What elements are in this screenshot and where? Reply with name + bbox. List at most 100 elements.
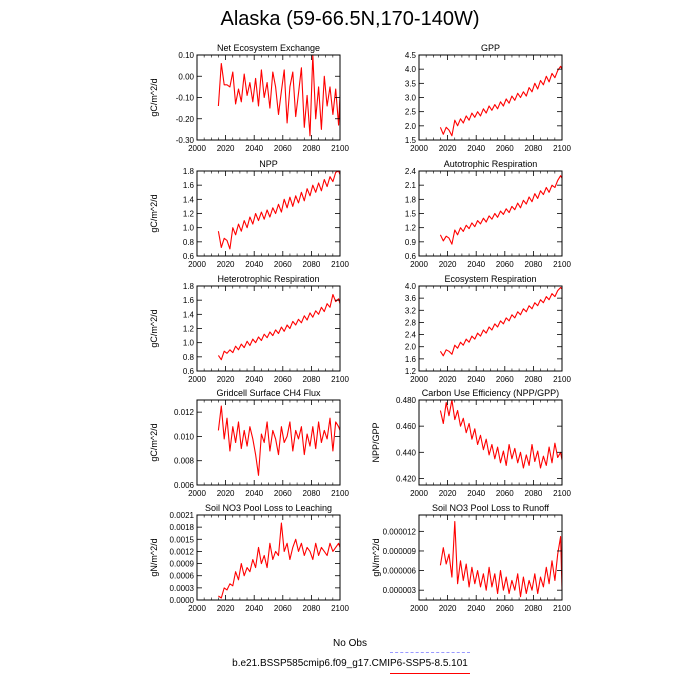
x-tick-label: 2100 [553, 260, 571, 269]
x-tick-label: 2000 [188, 489, 206, 498]
panel-title: NPP [259, 159, 278, 169]
y-tick-label: 1.0 [183, 339, 195, 348]
x-tick-label: 2060 [496, 144, 514, 153]
x-tick-label: 2100 [331, 260, 349, 269]
y-tick-label: 0.008 [174, 457, 195, 466]
x-tick-label: 2040 [467, 260, 485, 269]
panel-title: Soil NO3 Pool Loss to Runoff [432, 503, 549, 513]
y-tick-label: 0.000003 [383, 586, 417, 595]
x-tick-label: 2040 [245, 260, 263, 269]
y-tick-label: 1.4 [183, 310, 195, 319]
y-tick-label: 0.006 [174, 481, 195, 490]
panel-title: Autotrophic Respiration [444, 159, 538, 169]
y-tick-label: 1.6 [183, 181, 195, 190]
y-tick-label: 0.8 [183, 238, 195, 247]
panel-title: GPP [481, 43, 500, 53]
panel-6: Gridcell Surface CH4 Flux gC/m^2/d 2000 202… [149, 388, 349, 498]
y-tick-label: 0.0018 [170, 523, 195, 532]
legend-obs-line [390, 652, 470, 653]
plot-frame [196, 285, 341, 372]
x-tick-label: 2080 [525, 260, 543, 269]
y-axis-label: gN/m^2/d [149, 538, 159, 576]
panel-8: Soil NO3 Pool Loss to Leaching gN/m^2/d 20… [149, 503, 349, 613]
y-tick-label: 3.6 [405, 294, 417, 303]
x-tick-label: 2020 [217, 604, 235, 613]
y-tick-label: 0.0021 [170, 511, 195, 520]
panel-title: Soil NO3 Pool Loss to Leaching [205, 503, 332, 513]
y-tick-label: 0.012 [174, 408, 195, 417]
y-tick-label: 1.5 [405, 210, 417, 219]
y-tick-label: 3.2 [405, 306, 417, 315]
x-tick-label: 2040 [467, 375, 485, 384]
panel-9: Soil NO3 Pool Loss to Runoff gN/m^2/d 2000… [371, 503, 571, 613]
series-line [439, 65, 563, 137]
series-line [217, 54, 341, 137]
x-tick-label: 2100 [331, 489, 349, 498]
x-tick-label: 2000 [410, 260, 428, 269]
series-line [217, 405, 341, 476]
x-tick-label: 2100 [553, 604, 571, 613]
x-tick-label: 2000 [188, 375, 206, 384]
y-tick-label: 1.2 [183, 210, 195, 219]
plot-frame [418, 170, 563, 257]
y-tick-label: -0.20 [176, 115, 195, 124]
x-tick-label: 2020 [217, 144, 235, 153]
x-tick-label: 2080 [525, 144, 543, 153]
x-tick-label: 2000 [410, 489, 428, 498]
x-tick-label: 2060 [496, 489, 514, 498]
y-tick-label: 1.8 [183, 167, 195, 176]
x-tick-label: 2100 [331, 604, 349, 613]
x-tick-label: 2080 [525, 375, 543, 384]
figure-title: Alaska (59-66.5N,170-140W) [220, 8, 480, 30]
y-tick-label: 1.6 [183, 296, 195, 305]
x-tick-label: 2040 [245, 375, 263, 384]
y-axis-label: gN/m^2/d [371, 538, 381, 576]
legend-obs-label: No Obs [333, 638, 367, 649]
x-tick-label: 2100 [331, 375, 349, 384]
y-tick-label: 2.1 [405, 181, 417, 190]
panel-7: Carbon Use Efficiency (NPP/GPP) NPP/GPP 20… [371, 388, 571, 498]
panel-5: Ecosystem Respiration 2000 2020 2040 2060 208… [405, 274, 572, 384]
y-tick-label: 2.0 [405, 343, 417, 352]
series-line [439, 399, 563, 469]
y-tick-label: 1.2 [405, 367, 417, 376]
x-tick-label: 2040 [245, 144, 263, 153]
y-tick-label: 4.0 [405, 282, 417, 291]
y-tick-label: -0.30 [176, 136, 195, 145]
x-tick-label: 2020 [217, 375, 235, 384]
y-tick-label: 1.4 [183, 195, 195, 204]
panel-title: Net Ecosystem Exchange [217, 43, 320, 53]
y-tick-label: 0.000006 [383, 567, 417, 576]
x-tick-label: 2020 [217, 489, 235, 498]
x-tick-label: 2000 [188, 144, 206, 153]
x-tick-label: 2000 [410, 375, 428, 384]
y-tick-label: 1.8 [183, 282, 195, 291]
y-tick-label: 0.6 [183, 367, 195, 376]
x-tick-label: 2060 [496, 604, 514, 613]
y-axis-label: gC/m^2/d [149, 194, 159, 232]
series-line [217, 170, 341, 250]
y-tick-label: 0.8 [183, 353, 195, 362]
y-tick-label: 1.0 [183, 224, 195, 233]
legend-case-label: b.e21.BSSP585cmip6.f09_g17.CMIP6-SSP5-8.… [232, 658, 468, 669]
series-line [439, 175, 563, 245]
y-tick-label: 0.0009 [170, 560, 195, 569]
x-tick-label: 2020 [217, 260, 235, 269]
x-tick-label: 2000 [188, 604, 206, 613]
y-tick-label: 3.5 [405, 79, 417, 88]
y-tick-label: 4.5 [405, 51, 417, 60]
x-tick-label: 2000 [188, 260, 206, 269]
y-tick-label: 3.0 [405, 94, 417, 103]
panel-0: Net Ecosystem Exchange gC/m^2/d 2000 2020 20… [149, 43, 349, 153]
x-tick-label: 2080 [303, 144, 321, 153]
y-tick-label: 0.0015 [170, 535, 195, 544]
x-tick-label: 2080 [525, 489, 543, 498]
y-tick-label: 4.0 [405, 65, 417, 74]
y-tick-label: 0.420 [396, 474, 417, 483]
y-tick-label: 0.480 [396, 396, 417, 405]
x-tick-label: 2060 [274, 260, 292, 269]
x-tick-label: 2040 [245, 604, 263, 613]
x-tick-label: 2040 [245, 489, 263, 498]
y-tick-label: 1.6 [405, 355, 417, 364]
